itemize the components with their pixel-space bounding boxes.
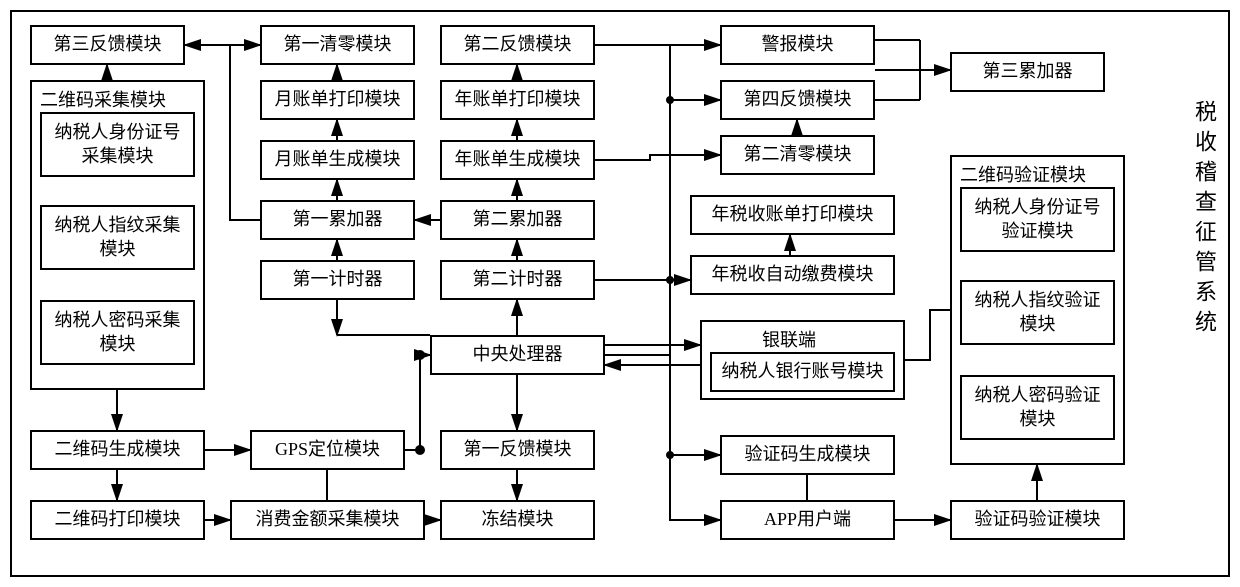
node-mprint: 月账单打印模块 [260,80,415,120]
node-gps: GPS定位模块 [250,430,405,470]
node-fb3: 第三反馈模块 [30,25,185,65]
node-alarm: 警报模块 [720,25,875,65]
node-pw-verify: 纳税人密码验证模块 [960,375,1115,440]
diagram-container: 税收稽查征管系统 第三反馈模块 第一清零模块 第二反馈模块 警报模块 第三累加器… [0,0,1240,587]
node-qrgen: 二维码生成模块 [30,430,205,470]
node-yprint: 年账单打印模块 [440,80,595,120]
node-bank: 纳税人银行账号模块 [710,352,895,392]
group-qr-verify-title: 二维码验证模块 [960,161,1086,187]
node-cpu: 中央处理器 [430,335,605,375]
node-id-collect: 纳税人身份证号采集模块 [40,112,195,177]
node-ytax-auto: 年税收自动缴费模块 [690,255,895,295]
node-fb2: 第二反馈模块 [440,25,595,65]
node-freeze: 冻结模块 [440,500,595,540]
node-clr1: 第一清零模块 [260,25,415,65]
node-acc3: 第三累加器 [950,52,1105,92]
node-acc2: 第二累加器 [440,200,595,240]
group-unionpay-title: 银联端 [762,326,816,352]
node-fb4: 第四反馈模块 [720,80,875,120]
node-tmr2: 第二计时器 [440,260,595,300]
node-tmr1: 第一计时器 [260,260,415,300]
node-fb1: 第一反馈模块 [440,430,595,470]
node-clr2: 第二清零模块 [720,135,875,175]
node-vcode-gen: 验证码生成模块 [720,435,895,475]
node-pw-collect: 纳税人密码采集模块 [40,300,195,365]
node-qrprint: 二维码打印模块 [30,500,205,540]
node-acc1: 第一累加器 [260,200,415,240]
node-app: APP用户端 [720,500,895,540]
node-amount: 消费金额采集模块 [230,500,425,540]
node-vcode-ver: 验证码验证模块 [950,500,1125,540]
group-qr-collect-title: 二维码采集模块 [40,86,166,112]
node-ytax-print: 年税收账单打印模块 [690,195,895,235]
node-mgen: 月账单生成模块 [260,140,415,180]
node-fp-collect: 纳税人指纹采集模块 [40,205,195,270]
node-id-verify: 纳税人身份证号验证模块 [960,187,1115,252]
node-ygen: 年账单生成模块 [440,140,595,180]
node-fp-verify: 纳税人指纹验证模块 [960,280,1115,345]
system-title: 税收稽查征管系统 [1188,100,1220,340]
